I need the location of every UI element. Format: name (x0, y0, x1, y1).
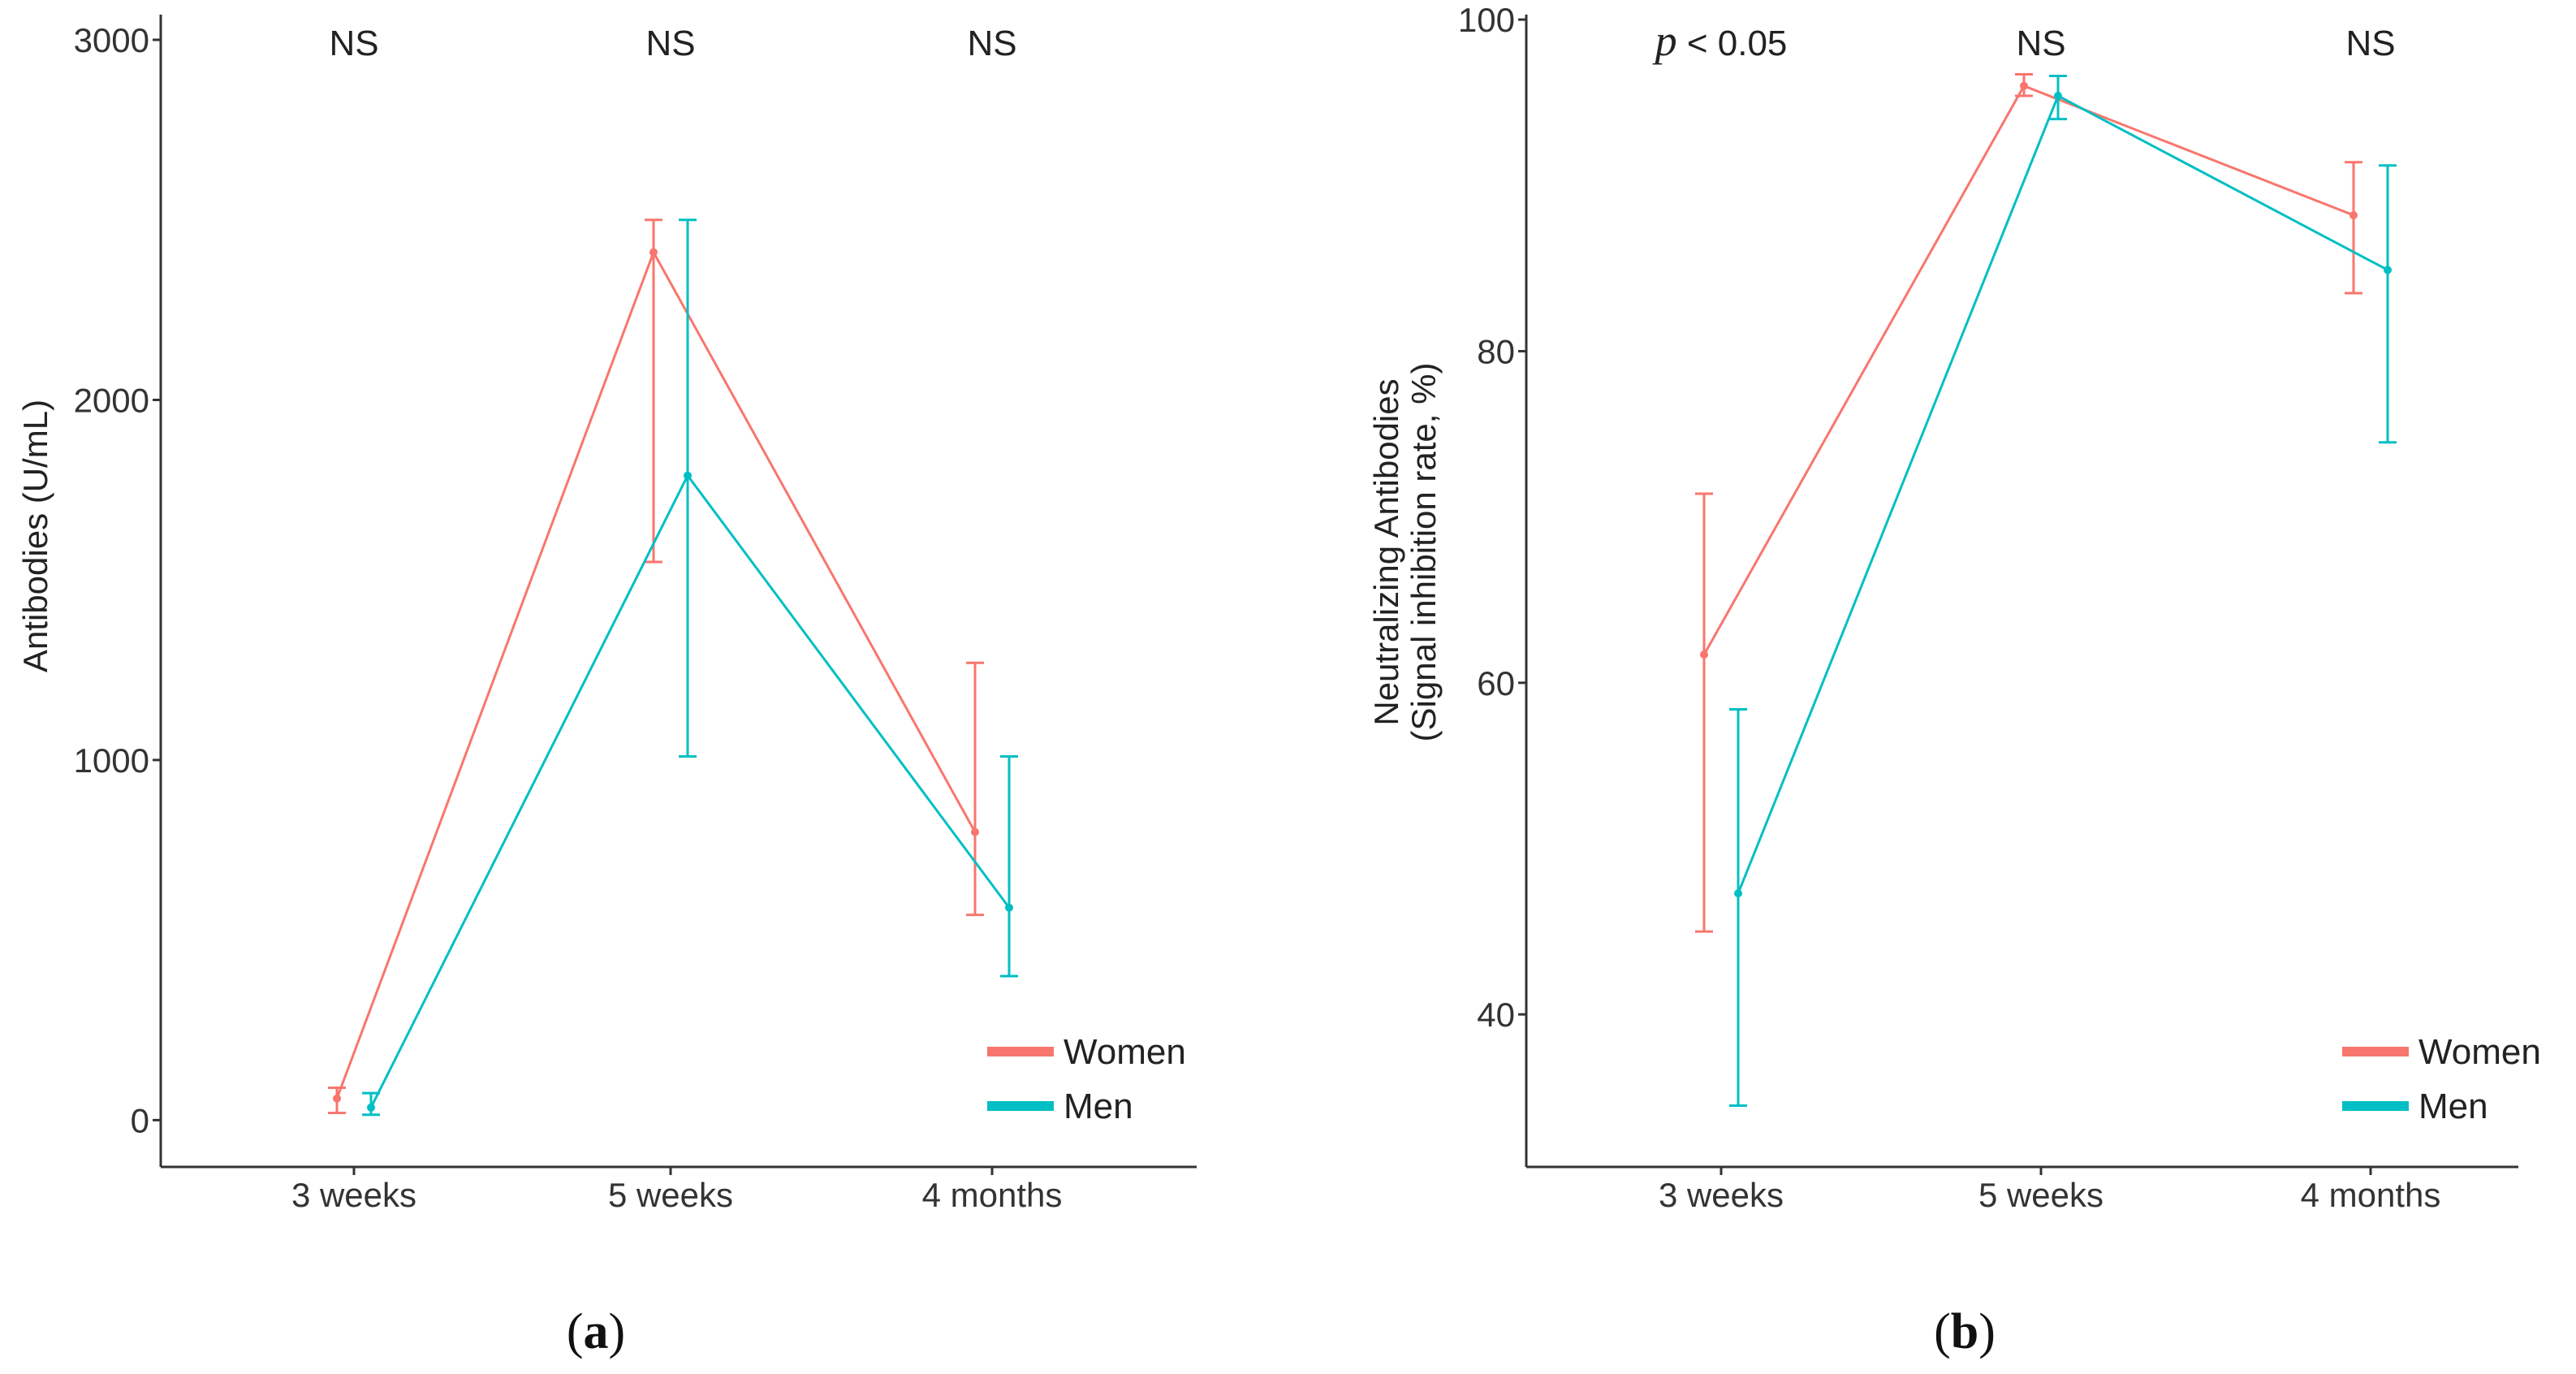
data-point-women (333, 1094, 341, 1103)
legend-label-men: Men (1064, 1087, 1133, 1126)
significance-label: NS (967, 24, 1016, 63)
y-axis-title-line1: Neutralizing Antibodies (1367, 378, 1405, 725)
y-tick-label: 80 (1477, 332, 1515, 370)
significance-label: p < 0.05 (1652, 16, 1788, 65)
data-point-men (684, 471, 692, 480)
significance-text: < 0.05 (1677, 24, 1788, 63)
legend-label-men: Men (2419, 1087, 2488, 1126)
x-tick-label: 4 months (922, 1176, 1063, 1214)
data-point-men (367, 1103, 375, 1112)
panel-b-chart: 40 60 80 100 3 weeks 5 weeks 4 months Neutraliz… (1367, 1, 2541, 1359)
panel-a-chart: 0 1000 2000 3000 3 weeks 5 weeks 4 months Antib… (16, 15, 1197, 1359)
x-tick-label: 3 weeks (1659, 1176, 1784, 1214)
data-point-men (1005, 903, 1013, 912)
y-tick-label: 1000 (74, 741, 149, 780)
y-tick-label: 60 (1477, 664, 1515, 702)
significance-label: NS (645, 24, 695, 63)
data-point-men (1734, 889, 1742, 898)
panel-label-open: ( (1934, 1304, 1951, 1359)
data-point-women (649, 248, 658, 257)
x-tick-label: 3 weeks (291, 1176, 416, 1214)
x-tick-label: 5 weeks (608, 1176, 733, 1214)
data-point-men (2054, 92, 2062, 101)
legend-label-women: Women (2419, 1032, 2541, 1072)
y-tick-label: 2000 (74, 381, 149, 419)
panel-label: (a) (567, 1304, 625, 1359)
y-tick-label: 3000 (74, 21, 149, 59)
y-tick-label: 40 (1477, 996, 1515, 1034)
data-point-women (2349, 211, 2358, 220)
panel-label: (b) (1934, 1304, 1996, 1359)
y-axis-title-line2: (Signal inhibition rate, %) (1405, 363, 1443, 742)
data-point-men (2384, 266, 2392, 274)
y-tick-label: 0 (131, 1101, 149, 1139)
significance-label: NS (2016, 24, 2065, 63)
y-axis-title: Antibodies (U/mL) (16, 400, 54, 672)
data-point-women (1700, 650, 1708, 659)
y-axis-title: Neutralizing Antibodies(Signal inhibitio… (1367, 363, 1443, 742)
data-point-women (2020, 81, 2028, 90)
legend-label-women: Women (1064, 1032, 1186, 1072)
y-tick-label: 100 (1458, 1, 1515, 39)
panel-label-letter: b (1951, 1304, 1978, 1359)
significance-label: NS (329, 24, 378, 63)
panel-label-open: ( (567, 1304, 584, 1359)
x-tick-label: 4 months (2301, 1176, 2441, 1214)
x-tick-label: 5 weeks (1978, 1176, 2104, 1214)
p-symbol: p (1652, 16, 1677, 65)
significance-label: NS (2345, 24, 2395, 63)
data-point-women (971, 827, 979, 836)
panel-label-letter: a (584, 1304, 609, 1359)
panel-label-close: ) (1978, 1304, 1996, 1359)
panel-label-close: ) (609, 1304, 626, 1359)
